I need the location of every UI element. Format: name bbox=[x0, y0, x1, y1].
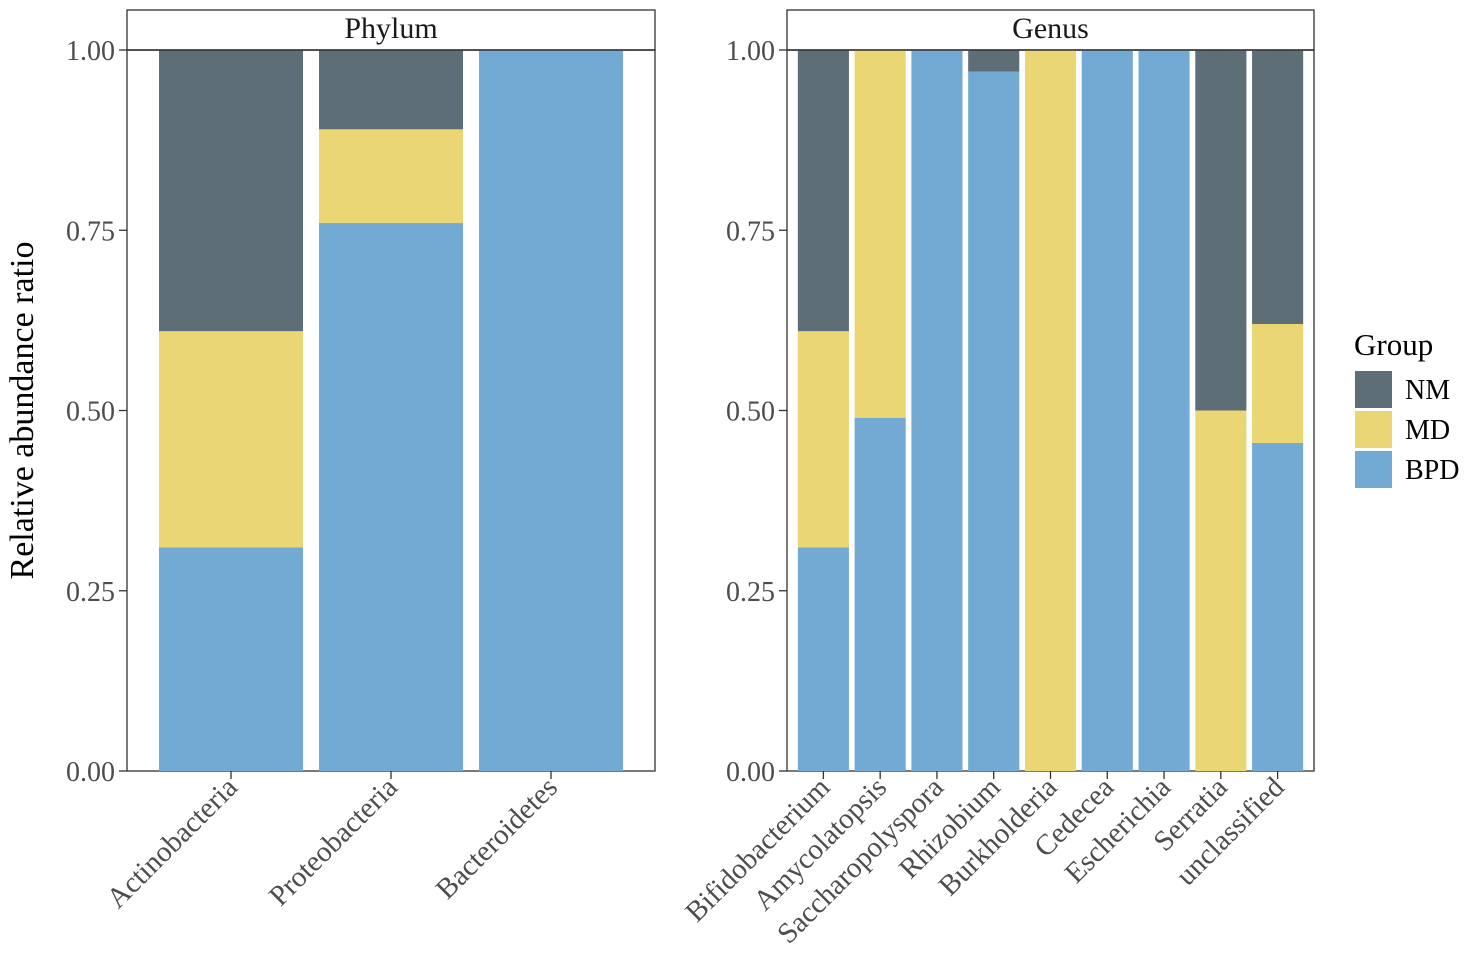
y-tick-label: 0.50 bbox=[726, 397, 775, 428]
facet-title-phylum: Phylum bbox=[344, 12, 437, 45]
bar-phylum-actinobacteria-nm bbox=[159, 50, 303, 332]
bar-genus-rhizobium-bpd bbox=[968, 71, 1020, 771]
bar-genus-amycolatopsis-bpd bbox=[854, 417, 906, 771]
y-tick-label: 0.75 bbox=[66, 216, 115, 247]
bar-genus-unclassified-bpd bbox=[1252, 442, 1304, 771]
y-tick-label: 0.25 bbox=[66, 577, 115, 608]
legend-swatch-bpd bbox=[1355, 451, 1392, 488]
bar-genus-serratia-nm bbox=[1195, 50, 1247, 411]
bar-genus-unclassified-md bbox=[1252, 323, 1304, 443]
bar-phylum-proteobacteria-md bbox=[319, 129, 463, 224]
legend-swatch-nm bbox=[1355, 371, 1392, 408]
bar-phylum-proteobacteria-bpd bbox=[319, 223, 463, 772]
y-tick-label: 0.50 bbox=[66, 397, 115, 428]
bar-genus-burkholderia-md bbox=[1024, 50, 1077, 771]
y-tick-label: 1.00 bbox=[66, 36, 115, 67]
y-tick-label: 0.00 bbox=[726, 757, 775, 788]
bar-genus-saccharopolyspora-bpd bbox=[911, 50, 963, 771]
bar-genus-serratia-md bbox=[1195, 410, 1247, 771]
bar-genus-unclassified-nm bbox=[1252, 50, 1304, 324]
bar-genus-bifidobacterium-bpd bbox=[797, 547, 849, 771]
bar-genus-escherichia-bpd bbox=[1138, 50, 1190, 771]
bar-phylum-proteobacteria-nm bbox=[319, 50, 463, 130]
facet-title-genus: Genus bbox=[1012, 12, 1089, 45]
y-tick-label: 0.25 bbox=[726, 577, 775, 608]
legend-label-nm: NM bbox=[1405, 375, 1450, 406]
bar-genus-rhizobium-nm bbox=[968, 50, 1020, 72]
legend-title: Group bbox=[1354, 327, 1433, 362]
y-tick-label: 0.75 bbox=[726, 216, 775, 247]
x-tick-label: Proteobacteria bbox=[263, 771, 404, 912]
y-tick-label: 0.00 bbox=[66, 757, 115, 788]
x-tick-label: Bacteroidetes bbox=[430, 771, 564, 905]
y-axis-title: Relative abundance ratio bbox=[4, 242, 41, 580]
bar-phylum-bacteroidetes-bpd bbox=[479, 50, 623, 771]
legend-swatch-md bbox=[1355, 411, 1392, 448]
bar-genus-bifidobacterium-md bbox=[797, 331, 849, 548]
legend-label-bpd: BPD bbox=[1405, 455, 1459, 486]
bar-phylum-actinobacteria-md bbox=[159, 331, 303, 548]
bar-phylum-actinobacteria-bpd bbox=[159, 547, 303, 771]
bar-genus-cedecea-bpd bbox=[1081, 50, 1133, 771]
y-tick-label: 1.00 bbox=[726, 36, 775, 67]
bar-genus-amycolatopsis-md bbox=[854, 50, 906, 418]
legend-label-md: MD bbox=[1405, 415, 1450, 446]
x-tick-label: Actinobacteria bbox=[101, 771, 244, 914]
bar-genus-bifidobacterium-nm bbox=[797, 50, 849, 332]
